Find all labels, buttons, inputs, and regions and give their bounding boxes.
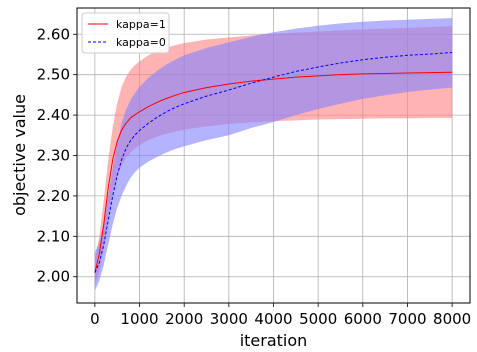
- x-tick-label: 5000: [299, 310, 337, 328]
- legend-label-kappa1: kappa=1: [116, 18, 166, 31]
- x-tick-label: 0: [90, 310, 100, 328]
- x-tick-label: 8000: [433, 310, 471, 328]
- x-tick-label: 1000: [120, 310, 158, 328]
- series-lines: [94, 51, 453, 273]
- legend-label-kappa0: kappa=0: [116, 36, 166, 49]
- y-tick-label: 2.20: [37, 187, 70, 205]
- x-tick-label: 3000: [210, 310, 248, 328]
- legend: kappa=1 kappa=0: [81, 12, 170, 54]
- x-axis-ticks: 0 1000 2000 3000 4000 5000 6000 7000 8000: [90, 303, 471, 328]
- y-tick-label: 2.00: [37, 268, 70, 286]
- y-tick-label: 2.50: [37, 66, 70, 84]
- band-kappa=0: [94, 18, 453, 291]
- y-tick-label: 2.60: [37, 25, 70, 43]
- y-tick-label: 2.30: [37, 147, 70, 165]
- x-axis-label: iteration: [240, 331, 308, 350]
- y-axis-label: objective value: [10, 94, 29, 216]
- series-line-kappa=1: [94, 71, 453, 273]
- y-axis-ticks: 2.00 2.10 2.20 2.30 2.40 2.50 2.60: [37, 25, 77, 286]
- x-tick-label: 4000: [254, 310, 292, 328]
- confidence-bands: [94, 18, 453, 291]
- x-tick-label: 7000: [388, 310, 426, 328]
- x-tick-label: 6000: [344, 310, 382, 328]
- series-line-kappa=0: [94, 51, 453, 273]
- legend-box: [81, 12, 170, 54]
- x-tick-label: 2000: [165, 310, 203, 328]
- y-tick-label: 2.10: [37, 227, 70, 245]
- y-tick-label: 2.40: [37, 106, 70, 124]
